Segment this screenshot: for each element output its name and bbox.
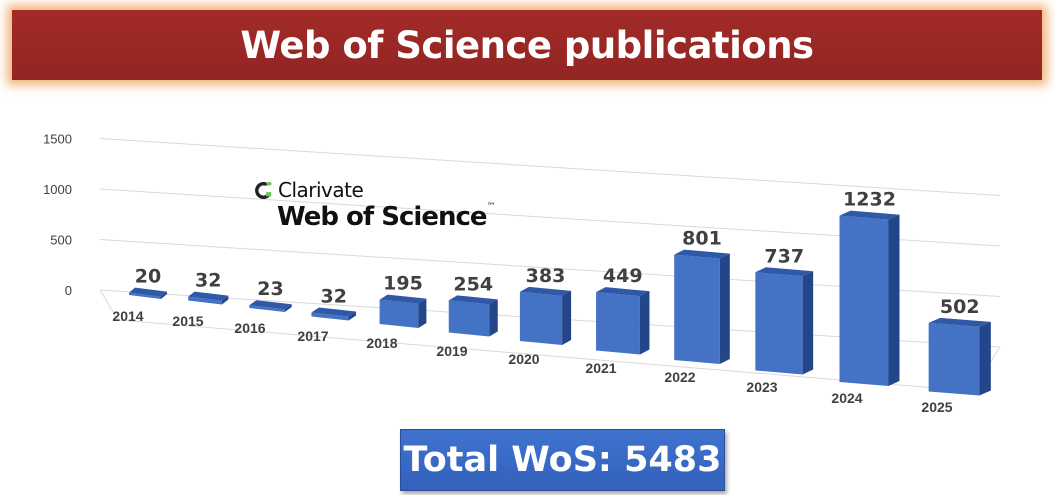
bar (379, 299, 419, 328)
clarivate-icon (255, 181, 272, 199)
bar (129, 292, 161, 299)
x-tick-label: 2015 (172, 313, 203, 329)
total-text: Total WoS: 5483 (403, 440, 722, 480)
title-banner: Web of Science publications (12, 10, 1042, 80)
bar-side (418, 298, 427, 328)
data-label: 801 (682, 228, 722, 250)
data-label: 502 (940, 296, 980, 318)
data-label: 449 (603, 265, 643, 287)
y-tick-label: 1000 (43, 182, 72, 197)
bar-top (674, 249, 730, 259)
y-tick-label: 500 (50, 233, 72, 248)
data-label: 195 (383, 273, 423, 295)
x-tick-label: 2020 (508, 351, 539, 367)
bar-top (755, 267, 814, 277)
bar-top (311, 307, 357, 317)
bar (839, 215, 889, 386)
data-label: 254 (453, 273, 493, 295)
chart-title: Web of Science publications (240, 23, 814, 67)
x-tick-label: 2016 (234, 320, 265, 336)
bar-top (379, 294, 427, 304)
bar-side (979, 321, 991, 396)
bar-top (519, 286, 572, 296)
bar (928, 322, 980, 396)
bar (674, 254, 720, 364)
bar-side (489, 299, 498, 337)
bar-top (448, 295, 498, 305)
bar (519, 291, 563, 345)
bar-top (839, 210, 900, 220)
x-tick-label: 2014 (112, 308, 143, 324)
bar-side (221, 295, 229, 305)
bar (448, 300, 490, 337)
data-label: 737 (764, 245, 804, 267)
bar-side (284, 304, 292, 312)
y-tick-label: 0 (65, 283, 72, 298)
bar-top (928, 317, 991, 327)
bar-side (639, 291, 650, 355)
x-tick-label: 2017 (297, 328, 328, 344)
web-of-science-text: Web of Science™ (277, 202, 496, 232)
bar-top (596, 287, 650, 297)
bar-side (719, 253, 730, 364)
data-label: 383 (526, 265, 566, 287)
data-label: 23 (257, 278, 283, 300)
x-tick-label: 2024 (831, 390, 862, 406)
bar (755, 272, 803, 375)
floor-front-edge (117, 319, 973, 392)
wos-product-name: Web of Science (277, 202, 488, 232)
clarivate-text: Clarivate (278, 178, 364, 202)
bar-top (188, 291, 229, 301)
x-tick-label: 2022 (664, 369, 695, 385)
bar (188, 296, 222, 305)
x-tick-label: 2018 (366, 335, 397, 351)
bar-side (161, 291, 167, 299)
bar-top (249, 300, 292, 310)
bar (596, 292, 640, 355)
data-label: 32 (195, 270, 221, 292)
bar-side (562, 290, 572, 345)
bar-side (802, 271, 814, 375)
bar (311, 312, 349, 321)
bar-top (129, 287, 167, 297)
bar-side (888, 214, 900, 386)
x-tick-label: 2021 (585, 360, 616, 376)
data-label: 1232 (843, 189, 896, 211)
x-tick-label: 2023 (746, 379, 777, 395)
floor-left-edge (99, 289, 119, 321)
clarivate-logo: Clarivate (255, 178, 495, 202)
trademark-mark: ™ (486, 202, 496, 212)
bar (249, 305, 285, 312)
total-badge: Total WoS: 5483 (400, 429, 725, 491)
x-tick-label: 2019 (436, 343, 467, 359)
data-label: 20 (135, 266, 161, 288)
x-tick-label: 2025 (921, 399, 952, 415)
y-tick-label: 1500 (43, 132, 72, 147)
web-of-science-logo: Clarivate Web of Science™ (255, 178, 496, 232)
gridline (99, 138, 1001, 196)
data-label: 32 (321, 286, 347, 308)
bar-side (348, 311, 357, 321)
